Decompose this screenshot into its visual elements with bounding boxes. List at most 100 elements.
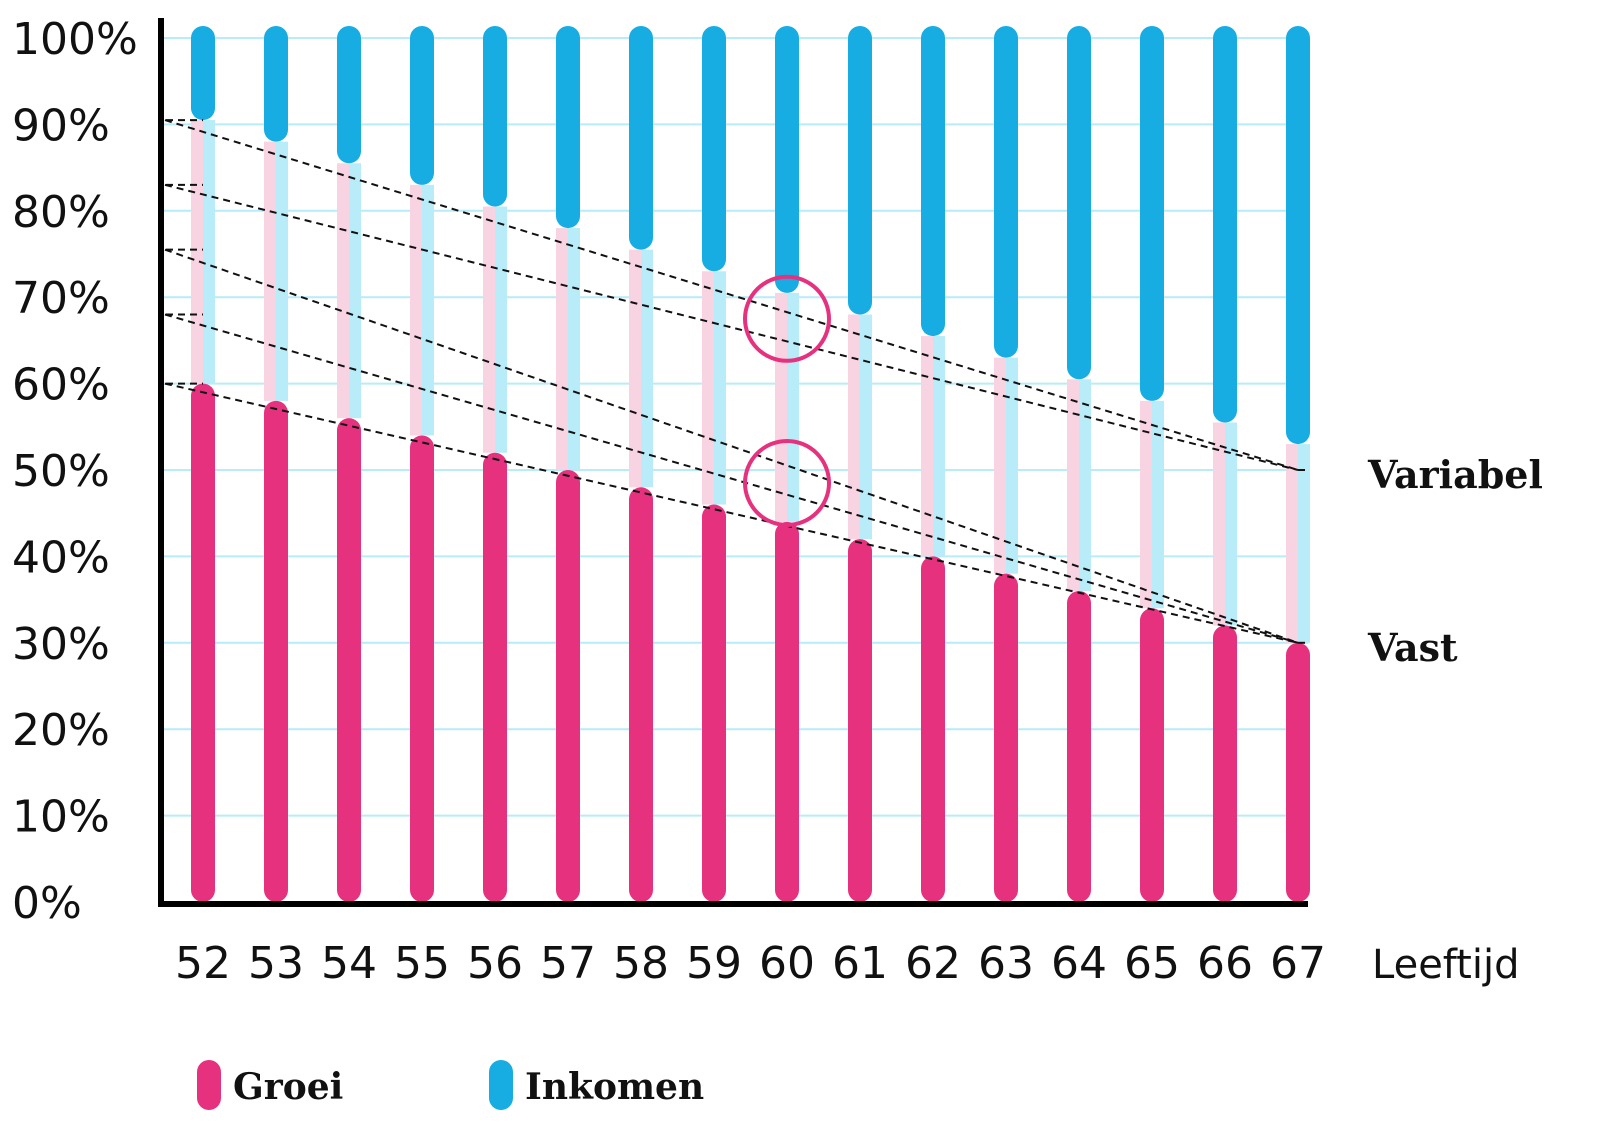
bar-inkomen-55 <box>410 26 434 185</box>
bar-groei-63 <box>994 573 1018 902</box>
middle-band-blue <box>349 163 361 419</box>
legend-swatch-groei <box>197 1060 221 1110</box>
highlight-circles <box>743 274 831 527</box>
y-tick-label: 80% <box>12 187 110 238</box>
x-tick-label: 64 <box>1051 938 1107 989</box>
middle-band-pink <box>775 292 787 522</box>
guide-line-5 <box>164 382 1299 644</box>
bar-inkomen-56 <box>483 26 507 207</box>
bar-inkomen-67 <box>1286 26 1310 445</box>
bar-inkomen-58 <box>629 26 653 250</box>
y-tick-label: 0% <box>12 878 82 929</box>
middle-band-blue <box>1225 422 1237 626</box>
guide-line-4 <box>164 313 1299 644</box>
bar-inkomen-59 <box>702 26 726 272</box>
middle-band-blue <box>203 120 215 384</box>
guide-line-3 <box>164 248 1299 644</box>
x-tick-label: 63 <box>978 938 1034 989</box>
bar-groei-64 <box>1067 590 1091 902</box>
middle-band-pink <box>556 228 568 470</box>
legend: Groei Inkomen <box>197 1060 704 1110</box>
x-axis-label: Leeftijd <box>1372 942 1519 988</box>
middle-band-pink <box>337 163 349 419</box>
x-tick-label: 54 <box>321 938 377 989</box>
bars <box>191 26 1310 903</box>
end-labels: Variabel Vast <box>1367 452 1543 670</box>
bar-inkomen-57 <box>556 26 580 229</box>
bar-groei-55 <box>410 435 434 902</box>
highlight-circle-2 <box>743 438 831 527</box>
middle-band-pink <box>1213 422 1225 626</box>
y-tick-label: 70% <box>12 273 110 324</box>
y-tick-label: 50% <box>12 446 110 497</box>
x-tick-label: 52 <box>175 938 231 989</box>
x-tick-label: 59 <box>686 938 742 989</box>
middle-band-blue <box>641 249 653 488</box>
bar-inkomen-54 <box>337 26 361 164</box>
bar-groei-62 <box>921 556 945 902</box>
y-tick-label: 10% <box>12 792 110 843</box>
y-tick-labels: 0% 10% 20% 30% 40% 50% 60% 70% 80% 90% 100% <box>12 14 138 929</box>
x-tick-label: 66 <box>1197 938 1253 989</box>
middle-band-blue <box>495 206 507 453</box>
y-tick-label: 90% <box>12 100 110 151</box>
end-label-vast: Vast <box>1367 625 1458 670</box>
y-tick-label: 30% <box>12 619 110 670</box>
y-tick-label: 20% <box>12 705 110 756</box>
axes <box>158 18 1308 907</box>
middle-band-pink <box>264 141 276 401</box>
y-tick-label: 40% <box>12 532 110 583</box>
bar-inkomen-52 <box>191 26 215 121</box>
bar-groei-53 <box>264 400 288 902</box>
bar-groei-65 <box>1140 608 1164 902</box>
bar-groei-57 <box>556 470 580 902</box>
y-tick-label: 60% <box>12 360 110 411</box>
middle-band-pink <box>848 314 860 540</box>
middle-band-pink <box>1286 444 1298 643</box>
middle-band-blue <box>1152 400 1164 609</box>
x-tick-label: 58 <box>613 938 669 989</box>
middle-band-blue <box>1079 379 1091 591</box>
x-tick-label: 62 <box>905 938 961 989</box>
guide-line-1 <box>164 119 1299 471</box>
x-tick-label: 65 <box>1124 938 1180 989</box>
bar-groei-66 <box>1213 625 1237 902</box>
middle-band-pink <box>1140 400 1152 609</box>
legend-swatch-inkomen <box>489 1060 513 1110</box>
legend-label-inkomen: Inkomen <box>525 1066 704 1108</box>
middle-band-pink <box>191 120 203 384</box>
middle-band-blue <box>933 336 945 557</box>
x-tick-label: 67 <box>1270 938 1326 989</box>
grid-lines <box>161 37 1308 903</box>
bar-inkomen-66 <box>1213 26 1237 423</box>
middle-band-pink <box>994 357 1006 574</box>
x-tick-label: 56 <box>467 938 523 989</box>
middle-band-blue <box>1006 357 1018 574</box>
bar-inkomen-62 <box>921 26 945 337</box>
x-tick-label: 60 <box>759 938 815 989</box>
middle-band-pink <box>702 271 714 505</box>
legend-label-groei: Groei <box>233 1066 343 1108</box>
bar-groei-67 <box>1286 642 1310 902</box>
middle-band-pink <box>629 249 641 488</box>
x-tick-labels: 52 53 54 55 56 57 58 59 60 61 62 63 64 65 66 67 <box>175 938 1326 989</box>
bar-inkomen-63 <box>994 26 1018 358</box>
middle-band-blue <box>276 141 288 401</box>
x-tick-label: 61 <box>832 938 888 989</box>
bar-groei-56 <box>483 452 507 902</box>
bar-inkomen-65 <box>1140 26 1164 401</box>
y-tick-label: 100% <box>12 14 138 65</box>
bar-groei-61 <box>848 539 872 902</box>
middle-band-pink <box>1067 379 1079 591</box>
bar-inkomen-61 <box>848 26 872 315</box>
bar-groei-54 <box>337 418 361 902</box>
middle-band-blue <box>422 184 434 436</box>
middle-band-blue <box>787 292 799 522</box>
x-tick-label: 57 <box>540 938 596 989</box>
middle-band-pink <box>410 184 422 436</box>
middle-band-pink <box>921 336 933 557</box>
x-tick-label: 55 <box>394 938 450 989</box>
bar-inkomen-53 <box>264 26 288 142</box>
bar-inkomen-64 <box>1067 26 1091 380</box>
